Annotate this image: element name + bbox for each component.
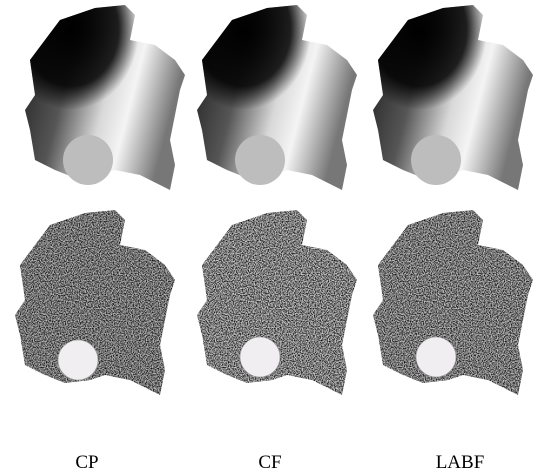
caption: CP [75, 452, 98, 473]
mesh-cf [192, 205, 362, 405]
mesh-cp [10, 205, 180, 405]
caption: CF [258, 452, 281, 473]
shaded-map-cp [20, 0, 190, 200]
page: CP CF LABF (() => { const data = JSON.pa… [0, 0, 543, 476]
shaded-map-cf [192, 0, 362, 200]
mesh-labf [368, 205, 538, 405]
figure: CP CF LABF [0, 0, 543, 476]
shaded-map-labf [368, 0, 538, 200]
caption: LABF [436, 452, 485, 473]
